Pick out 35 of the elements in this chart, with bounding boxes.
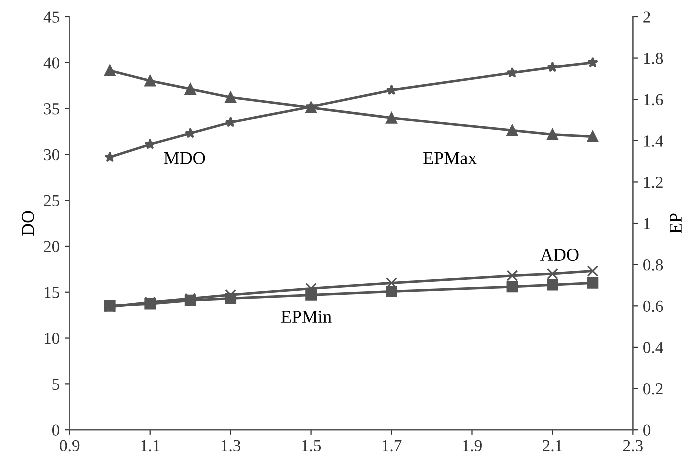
- y-tick-label: 15: [44, 287, 60, 298]
- y-tick-label: 25: [44, 195, 60, 207]
- series-label: MDO: [164, 152, 206, 164]
- y-tick-label: 5: [52, 379, 60, 390]
- x-tick-label: 1.7: [382, 440, 402, 452]
- y2-tick-label: 0.6: [644, 300, 664, 312]
- y-tick-label: 10: [44, 332, 60, 344]
- y2-axis-title: EP: [670, 214, 682, 234]
- y2-tick-label: 1: [644, 218, 650, 230]
- y2-tick-label: 0.4: [644, 342, 664, 354]
- x-tick-label: 1.5: [302, 440, 322, 452]
- series-label: ADO: [540, 248, 579, 262]
- y2-tick-label: 2: [644, 12, 650, 23]
- y2-tick-label: 0.8: [644, 260, 664, 271]
- y-tick-label: 45: [44, 12, 60, 23]
- x-tick-label: 0.9: [60, 440, 80, 452]
- x-tick-label: 2.1: [543, 440, 562, 452]
- y2-tick-label: 1.6: [644, 94, 664, 106]
- y-tick-label: 20: [44, 241, 60, 252]
- y-tick-label: 35: [44, 104, 60, 115]
- y-tick-label: 30: [44, 149, 60, 161]
- series-label: EPMax: [424, 152, 477, 164]
- y2-tick-label: 1.4: [644, 136, 664, 147]
- y2-tick-label: 1.8: [644, 52, 664, 64]
- y-axis-title: DO: [22, 211, 34, 236]
- y2-tick-label: 1.2: [644, 176, 663, 188]
- y2-tick-label: 0: [644, 424, 651, 436]
- y-tick-label: 0: [52, 424, 60, 436]
- x-tick-label: 1.9: [463, 440, 482, 452]
- x-tick-label: 1.1: [141, 440, 160, 452]
- series-label: EPMin: [281, 310, 332, 323]
- x-tick-label: 1.3: [222, 440, 241, 452]
- y2-tick-label: 0.2: [644, 383, 663, 395]
- y-tick-label: 40: [44, 58, 60, 69]
- x-tick-label: 2.3: [623, 440, 643, 452]
